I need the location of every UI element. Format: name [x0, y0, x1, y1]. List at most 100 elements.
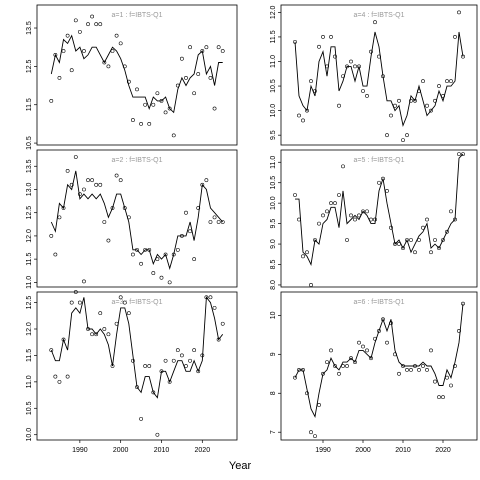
observation [329, 201, 333, 206]
observation [333, 364, 337, 368]
observation [143, 102, 148, 107]
observation [425, 103, 429, 108]
observation [192, 348, 197, 353]
y-tick-label: 11.0 [26, 375, 33, 388]
observation [425, 217, 429, 222]
observation [188, 358, 192, 363]
y-tick-label: 11.5 [26, 252, 33, 265]
observation [94, 182, 99, 187]
observation [361, 209, 365, 214]
observation [110, 206, 115, 210]
observation [357, 340, 361, 345]
observation [179, 353, 184, 358]
x-axis-label: Year [229, 460, 252, 472]
y-tick-label: 12.5 [26, 296, 33, 310]
observation [389, 225, 393, 230]
fit-line [295, 153, 464, 266]
observation [94, 332, 99, 337]
observation [365, 93, 369, 98]
observation [188, 45, 192, 50]
observation [429, 348, 433, 353]
observation [90, 14, 95, 19]
x-tick-label: 2020 [195, 447, 211, 454]
observation [377, 180, 381, 185]
observation [449, 383, 453, 388]
observation [353, 217, 357, 222]
observation [139, 261, 143, 266]
observation [349, 213, 353, 218]
y-tick-label: 12.5 [26, 206, 33, 220]
observation [86, 22, 90, 27]
observation [82, 187, 86, 192]
observation [147, 122, 152, 126]
panel-frame [36, 291, 238, 441]
observation [171, 358, 176, 363]
x-tick-label: 2000 [355, 447, 371, 454]
observation [106, 332, 111, 337]
observation [373, 20, 377, 25]
observation [131, 118, 135, 122]
observation [365, 348, 369, 353]
observation [321, 213, 325, 218]
observation [69, 300, 74, 305]
observation [453, 364, 457, 368]
observation [405, 238, 409, 242]
observation [57, 75, 62, 80]
observation [301, 254, 305, 259]
observation [135, 87, 139, 92]
observation [433, 379, 437, 384]
observation [297, 113, 301, 118]
y-tick-label: 10.0 [26, 428, 33, 442]
y-tick-label: 12.5 [26, 59, 33, 73]
observation [405, 133, 409, 138]
y-tick-label: 11.0 [26, 276, 33, 289]
observation [365, 209, 369, 214]
observation [163, 252, 168, 257]
panel-frame [36, 149, 238, 288]
observation [131, 252, 135, 257]
observation [98, 311, 103, 316]
observation [457, 10, 461, 15]
observation [49, 98, 54, 103]
observation [106, 64, 111, 69]
panel-title: a=5 : f=IBTS-Q1 [354, 157, 405, 164]
observation [325, 360, 329, 365]
observation [437, 246, 441, 251]
observation [192, 91, 197, 96]
observation [305, 250, 309, 255]
observation [369, 49, 373, 54]
observation [293, 375, 297, 380]
observation [118, 295, 123, 300]
x-tick-label: 1990 [72, 447, 88, 454]
y-tick-label: 12.0 [26, 229, 33, 243]
y-tick-label: 11.5 [270, 30, 277, 43]
observation [341, 164, 345, 169]
observation [118, 178, 123, 183]
observation [325, 209, 329, 214]
observation [385, 133, 389, 138]
observation [77, 29, 82, 34]
observation [449, 209, 453, 214]
observation [333, 54, 337, 59]
observation [139, 416, 143, 421]
observation [409, 98, 413, 103]
y-tick-label: 13.5 [26, 159, 33, 173]
observation [445, 375, 449, 380]
observation [329, 35, 333, 39]
observation [171, 133, 176, 138]
observation [445, 79, 449, 84]
observation [441, 238, 445, 242]
observation [317, 403, 321, 407]
observation [381, 317, 385, 322]
observation [65, 374, 70, 379]
observation [453, 35, 457, 39]
observation [184, 210, 188, 215]
y-tick-label: 10.5 [270, 79, 277, 93]
observation [361, 344, 365, 349]
panel-frame [280, 291, 478, 441]
observation [397, 98, 401, 103]
observation [65, 168, 70, 173]
observation [421, 79, 425, 84]
observation [329, 348, 333, 353]
observation [204, 45, 209, 50]
